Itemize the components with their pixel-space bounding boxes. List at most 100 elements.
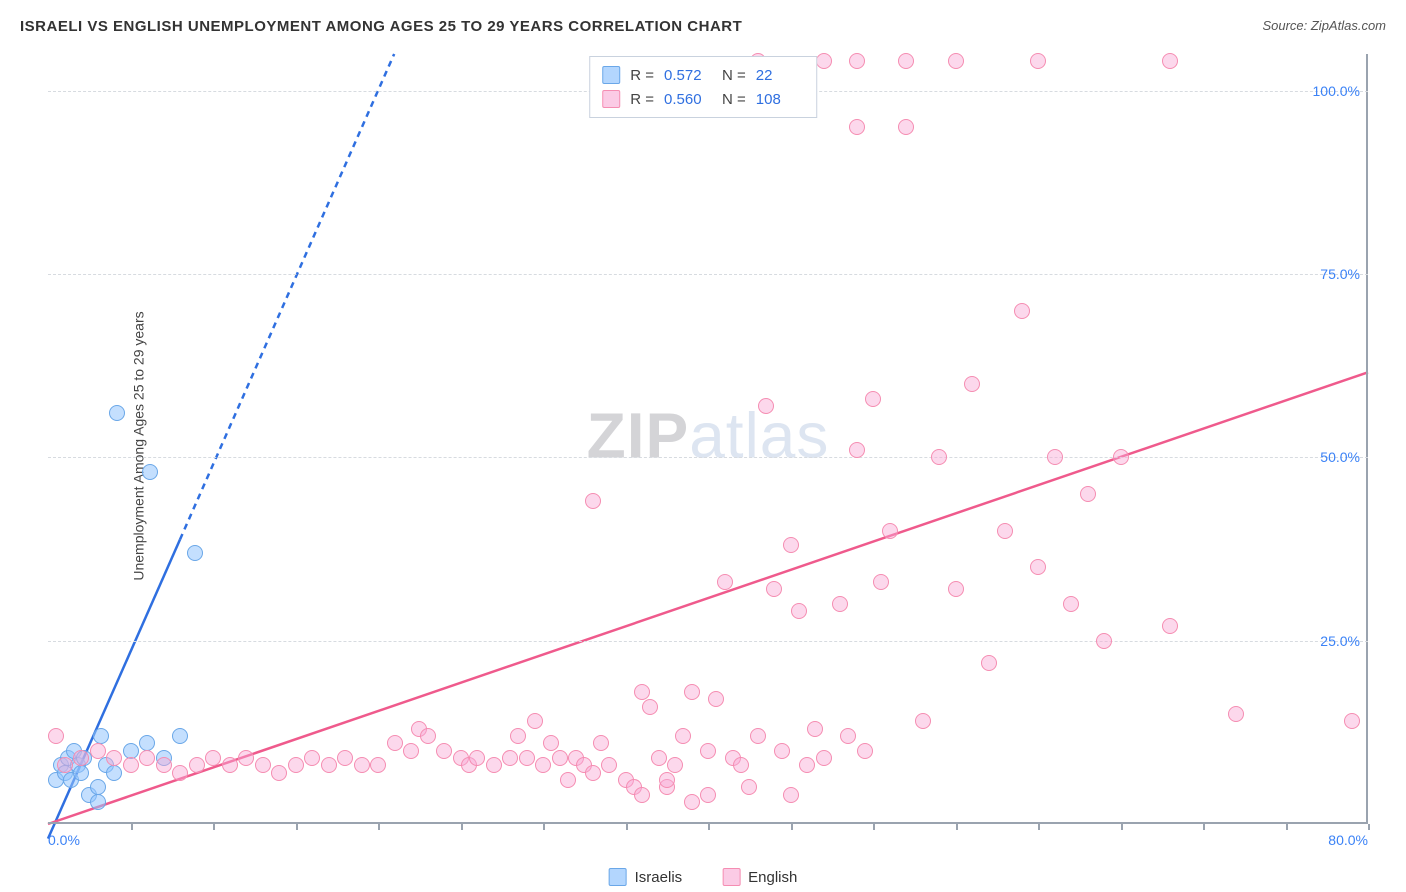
data-point [1030, 559, 1046, 575]
n-value: 108 [756, 91, 804, 108]
data-point [93, 728, 109, 744]
x-tick-mark [873, 824, 875, 830]
data-point [667, 757, 683, 773]
data-point [354, 757, 370, 773]
data-point [90, 779, 106, 795]
data-point [222, 757, 238, 773]
data-point [684, 794, 700, 810]
r-label: R = [630, 91, 654, 108]
x-tick-mark [131, 824, 133, 830]
data-point [1080, 486, 1096, 502]
x-tick-mark [543, 824, 545, 830]
data-point [436, 743, 452, 759]
data-point [651, 750, 667, 766]
data-point [304, 750, 320, 766]
data-point [271, 765, 287, 781]
data-point [560, 772, 576, 788]
x-tick-mark [1368, 824, 1370, 830]
data-point [733, 757, 749, 773]
swatch-icon [602, 90, 620, 108]
data-point [585, 493, 601, 509]
data-point [700, 787, 716, 803]
data-point [172, 765, 188, 781]
legend-row: R = 0.560 N = 108 [602, 87, 804, 111]
data-point [543, 735, 559, 751]
data-point [849, 53, 865, 69]
data-point [109, 405, 125, 421]
chart-title: ISRAELI VS ENGLISH UNEMPLOYMENT AMONG AG… [20, 18, 1386, 35]
data-point [205, 750, 221, 766]
x-tick-max: 80.0% [1328, 832, 1368, 848]
data-point [288, 757, 304, 773]
r-value: 0.560 [664, 91, 712, 108]
data-point [816, 53, 832, 69]
data-point [783, 537, 799, 553]
data-point [519, 750, 535, 766]
data-point [832, 596, 848, 612]
data-point [156, 757, 172, 773]
data-point [865, 391, 881, 407]
chart-container: ISRAELI VS ENGLISH UNEMPLOYMENT AMONG AG… [0, 0, 1406, 892]
r-value: 0.572 [664, 67, 712, 84]
x-tick-mark [1286, 824, 1288, 830]
legend-row: R = 0.572 N = 22 [602, 63, 804, 87]
data-point [774, 743, 790, 759]
x-tick-mark [626, 824, 628, 830]
data-point [535, 757, 551, 773]
data-point [1162, 618, 1178, 634]
data-point [708, 691, 724, 707]
x-tick-mark [213, 824, 215, 830]
data-point [527, 713, 543, 729]
data-point [642, 699, 658, 715]
data-point [981, 655, 997, 671]
data-point [1344, 713, 1360, 729]
data-point [1047, 449, 1063, 465]
data-point [1063, 596, 1079, 612]
data-point [783, 787, 799, 803]
data-point [601, 757, 617, 773]
data-point [1228, 706, 1244, 722]
x-tick-mark [1038, 824, 1040, 830]
data-point [849, 119, 865, 135]
x-tick-mark [1121, 824, 1123, 830]
data-point [898, 53, 914, 69]
data-point [750, 728, 766, 744]
legend-item: Israelis [609, 868, 683, 886]
x-tick-mark [791, 824, 793, 830]
data-point [758, 398, 774, 414]
data-point [717, 574, 733, 590]
data-point [948, 581, 964, 597]
data-point [238, 750, 254, 766]
data-point [187, 545, 203, 561]
y-axis [1366, 54, 1368, 824]
data-point [741, 779, 757, 795]
data-point [807, 721, 823, 737]
trend-lines-layer [48, 54, 1368, 824]
correlation-legend: R = 0.572 N = 22 R = 0.560 N = 108 [589, 56, 817, 118]
data-point [57, 757, 73, 773]
data-point [873, 574, 889, 590]
x-tick-mark [708, 824, 710, 830]
data-point [1162, 53, 1178, 69]
data-point [684, 684, 700, 700]
swatch-icon [609, 868, 627, 886]
data-point [139, 750, 155, 766]
legend-label: English [748, 869, 797, 886]
data-point [964, 376, 980, 392]
data-point [73, 750, 89, 766]
y-tick-label: 50.0% [1320, 449, 1360, 465]
series-legend: Israelis English [609, 868, 798, 886]
data-point [142, 464, 158, 480]
legend-label: Israelis [635, 869, 683, 886]
data-point [469, 750, 485, 766]
data-point [659, 772, 675, 788]
data-point [552, 750, 568, 766]
legend-item: English [722, 868, 797, 886]
x-tick-mark [296, 824, 298, 830]
data-point [90, 743, 106, 759]
x-tick-min: 0.0% [48, 832, 80, 848]
data-point [255, 757, 271, 773]
r-label: R = [630, 67, 654, 84]
swatch-icon [722, 868, 740, 886]
n-label: N = [722, 67, 746, 84]
